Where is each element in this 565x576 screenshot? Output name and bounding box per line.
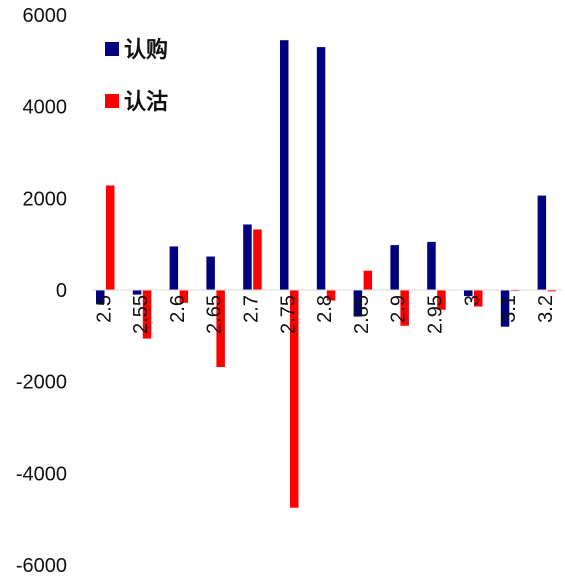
bar-call-2.75 [280,40,289,291]
legend-swatch-call [105,42,119,56]
x-tick-label: 2.65 [204,295,226,334]
bar-call-2.85 [353,290,363,317]
y-tick-label: 6000 [23,5,68,27]
x-tick-label: 2.55 [130,295,152,334]
bar-call-2.6 [169,246,179,290]
bar-call-2.9 [390,245,399,290]
bar-put-2.8 [326,290,336,301]
bar-call-3.2 [537,195,547,290]
bar-call-2.7 [243,224,252,290]
y-tick-label: 2000 [23,188,68,210]
bar-put-2.6 [179,290,189,303]
bars [96,40,557,508]
y-axis: 6000 4000 2000 0 -2000 -4000 -6000 [16,5,67,576]
x-tick-label: 2.8 [314,295,336,323]
bar-call-2.95 [427,241,436,290]
bar-put-3 [474,290,483,307]
y-tick-label: -4000 [16,463,67,485]
bar-put-2.9 [400,290,409,326]
x-tick-label: 2.9 [388,295,410,323]
bar-call-2.55 [132,290,142,295]
bar-put-2.7 [253,229,262,290]
x-tick-label: 2.75 [277,295,299,334]
bar-put-2.75 [290,290,299,508]
y-tick-label: -6000 [16,555,67,576]
x-tick-label: 2.7 [240,295,262,323]
bar-call-2.65 [206,256,215,290]
y-tick-label: 0 [56,280,67,302]
bar-put-2.55 [142,290,152,339]
legend-label-call: 认购 [124,37,168,63]
bar-call-2.8 [316,47,326,291]
x-tick-label: 2.95 [424,295,446,334]
bar-put-2.5 [106,185,115,290]
x-tick-label: 2.5 [93,295,115,323]
x-tick-label: 3.1 [498,295,520,323]
y-tick-label: -2000 [16,372,67,394]
bar-call-3 [464,290,473,296]
legend-label-put: 认沽 [124,90,168,115]
bar-call-3.1 [500,290,510,327]
x-axis-ticks: 2.5 2.55 2.6 2.65 2.7 2.75 2.8 2.85 2.9 2.95 3 3.1 3… [93,295,557,334]
bar-put-2.85 [363,270,373,290]
bar-call-2.5 [96,290,105,304]
bar-put-2.95 [437,290,446,310]
x-tick-label: 3.2 [535,295,557,323]
bar-put-3.2 [547,290,557,292]
bar-put-2.65 [216,290,225,367]
x-tick-label: 2.85 [351,295,373,334]
x-tick-label: 3 [461,295,483,306]
x-tick-label: 2.6 [167,295,189,323]
legend-swatch-put [105,94,119,108]
y-tick-label: 4000 [23,97,68,119]
